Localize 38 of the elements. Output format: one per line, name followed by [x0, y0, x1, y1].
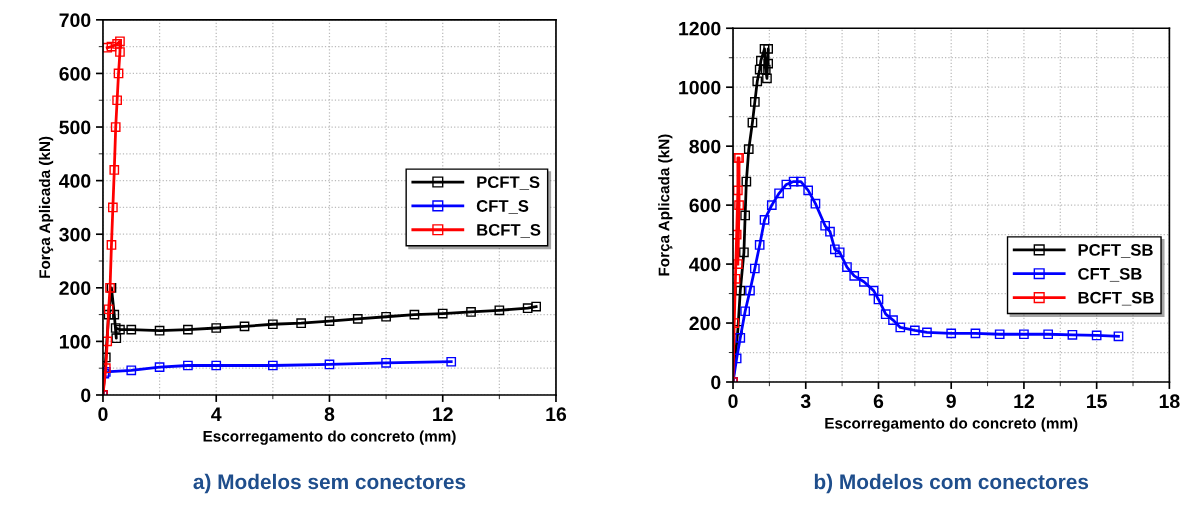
x-tick-label: 6	[873, 394, 884, 409]
x-axis-title: Escorregamento do concreto (mm)	[203, 430, 456, 445]
x-tick-label: 15	[1087, 394, 1107, 409]
x-tick-label: 9	[946, 394, 956, 409]
text: a) Modelos sem conectores	[193, 473, 466, 494]
legend-label: BCFT_SB	[1078, 291, 1154, 306]
y-tick-label: 300	[59, 227, 91, 242]
legend-label: PCFT_SB	[1078, 244, 1153, 258]
x-tick-label: 0	[728, 394, 738, 409]
y-tick-label: 800	[689, 139, 721, 154]
y-tick-label: 0	[711, 375, 721, 390]
y-tick-label: 1200	[679, 21, 721, 36]
y-tick-label: 500	[59, 120, 91, 135]
x-tick-label: 4	[211, 407, 222, 421]
x-tick-label: 3	[800, 394, 811, 409]
text: b) Modelos com conectores	[814, 473, 1089, 494]
y-tick-label: 1000	[679, 80, 721, 95]
y-tick-label: 600	[59, 66, 91, 81]
x-tick-label: 12	[433, 407, 453, 421]
x-tick-label: 0	[98, 407, 108, 422]
x-tick-label: 18	[1159, 394, 1180, 409]
y-tick-label: 400	[59, 174, 91, 188]
y-tick-label: 400	[689, 257, 721, 272]
x-tick-label: 12	[1014, 394, 1034, 408]
legend-label: CFT_SB	[1078, 267, 1142, 282]
y-tick-label: 100	[59, 334, 91, 349]
y-axis-title: Força Aplicada (kN)	[658, 134, 673, 276]
legend-label: PCFT_S	[477, 176, 540, 190]
legend-label: BCFT_S	[477, 223, 541, 238]
legend-label: CFT_S	[476, 200, 529, 214]
x-axis-title: Escorregamento do concreto (mm)	[825, 417, 1078, 432]
y-tick-label: 700	[59, 13, 91, 28]
y-tick-label: 600	[689, 198, 721, 213]
y-tick-label: 200	[59, 281, 91, 296]
y-tick-label: 200	[689, 316, 721, 331]
x-tick-label: 8	[324, 407, 335, 422]
y-axis-title: Força Aplicada (kN)	[38, 136, 54, 278]
x-tick-label: 16	[546, 407, 567, 422]
